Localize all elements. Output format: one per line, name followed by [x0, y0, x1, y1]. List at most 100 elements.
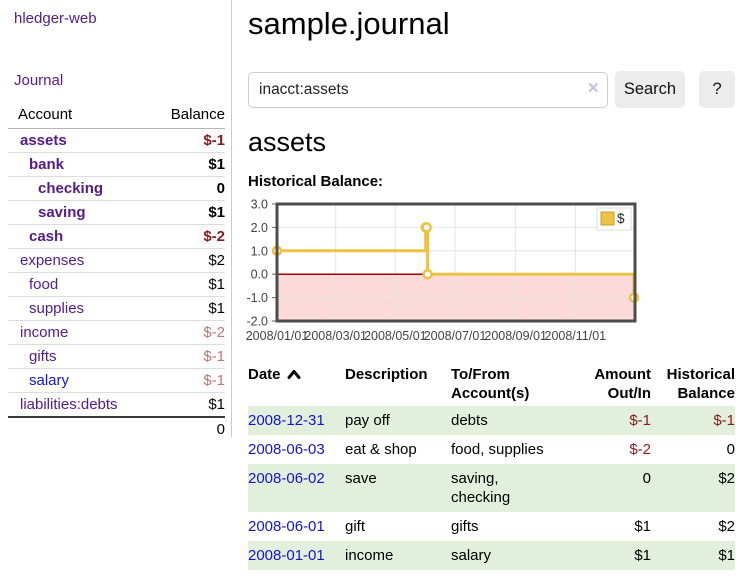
- account-balance: $-2: [153, 320, 225, 345]
- account-row: liabilities:debts $1: [8, 392, 225, 418]
- sort-asc-icon: [287, 370, 301, 379]
- account-link[interactable]: supplies: [29, 300, 85, 317]
- register-balance: $2: [718, 518, 735, 535]
- register-description: pay off: [345, 412, 390, 429]
- register-table: Date Description To/From Account(s) Amou…: [248, 362, 735, 570]
- account-link[interactable]: liabilities:debts: [20, 396, 118, 413]
- account-link[interactable]: assets: [20, 132, 67, 149]
- register-balance: 0: [726, 441, 735, 458]
- register-accounts: gifts: [451, 518, 479, 535]
- x-axis-tick-label: 2008/05/01: [364, 329, 427, 343]
- account-row: checking 0: [8, 176, 225, 201]
- accounts-col-balance: Balance: [153, 102, 225, 129]
- account-balance: 0: [153, 176, 225, 201]
- help-button[interactable]: ?: [699, 71, 735, 108]
- app-brand-link[interactable]: hledger-web: [14, 10, 97, 27]
- account-link[interactable]: cash: [29, 228, 64, 245]
- register-accounts: food, supplies: [451, 441, 544, 458]
- register-date-link[interactable]: 2008-06-03: [248, 441, 325, 458]
- register-col-balance: Historical Balance: [666, 366, 735, 402]
- register-date-link[interactable]: 2008-12-31: [248, 412, 325, 429]
- table-row: 2008-12-31 pay off debts $-1 $-1: [248, 406, 735, 435]
- legend-label: $: [617, 211, 625, 226]
- chart-heading: Historical Balance:: [248, 173, 384, 190]
- account-balance: $-1: [153, 344, 225, 369]
- account-link[interactable]: bank: [29, 156, 65, 173]
- register-balance: $1: [718, 547, 735, 564]
- register-amount: 0: [642, 470, 651, 487]
- table-row: 2008-06-02 save saving, checking 0 $2: [248, 464, 735, 512]
- account-balance: $-1: [153, 368, 225, 393]
- account-link[interactable]: income: [20, 324, 69, 341]
- register-balance: $2: [718, 470, 735, 487]
- account-row: cash $-2: [8, 224, 225, 249]
- account-balance: $1: [153, 296, 225, 321]
- accounts-total-value: 0: [216, 421, 225, 438]
- search-button[interactable]: Search: [614, 71, 686, 108]
- register-accounts: debts: [451, 412, 488, 429]
- register-date-link[interactable]: 2008-06-01: [248, 518, 325, 535]
- account-row: expenses $2: [8, 248, 225, 273]
- historical-balance-chart: $3.0 2.0 1.0 0.0 -1.0 -2.0 2008/01/01 2008/03/0…: [246, 198, 735, 344]
- register-amount: $-1: [629, 412, 651, 429]
- account-title: assets: [248, 127, 327, 157]
- register-description: gift: [345, 518, 366, 535]
- accounts-col-account: Account: [8, 102, 154, 129]
- account-link[interactable]: gifts: [29, 348, 57, 365]
- account-link[interactable]: food: [29, 276, 59, 293]
- register-amount: $1: [634, 518, 651, 535]
- register-accounts: salary: [451, 547, 492, 564]
- account-link[interactable]: checking: [38, 180, 104, 197]
- x-axis-tick-label: 2008/03/01: [304, 329, 367, 343]
- account-row: food $1: [8, 272, 225, 297]
- nav-journal-link[interactable]: Journal: [14, 72, 64, 89]
- plot-border: [275, 202, 637, 323]
- register-col-date[interactable]: Date: [248, 362, 345, 406]
- account-balance: $1: [153, 272, 225, 297]
- account-balance: $1: [153, 200, 225, 225]
- y-axis-tick-label: 3.0: [251, 198, 268, 212]
- account-row: income $-2: [8, 320, 225, 345]
- table-row: 2008-06-01 gift gifts $1 $2: [248, 512, 735, 541]
- register-amount: $1: [634, 547, 651, 564]
- account-row: supplies $1: [8, 296, 225, 321]
- register-col-description: Description: [345, 366, 428, 383]
- clear-search-icon[interactable]: ×: [587, 77, 599, 99]
- x-axis-tick-label: 2008/01/01: [246, 329, 309, 343]
- register-description: income: [345, 547, 394, 564]
- chart-legend: $: [596, 207, 632, 231]
- y-axis-tick-label: 0.0: [251, 268, 268, 282]
- account-row: gifts $-1: [8, 344, 225, 369]
- y-axis-tick-label: -1.0: [246, 291, 268, 305]
- register-col-accounts: To/From Account(s): [451, 366, 530, 402]
- data-point-marker: [421, 222, 432, 233]
- register-balance: $-1: [713, 412, 735, 429]
- account-balance: $-2: [153, 224, 225, 249]
- legend-swatch: [600, 211, 615, 226]
- x-axis-tick-label: 2008/11/01: [545, 329, 607, 343]
- register-accounts: saving, checking: [451, 470, 511, 506]
- register-date-link[interactable]: 2008-06-02: [248, 470, 325, 487]
- search-bar: × Search ?: [248, 71, 735, 108]
- search-input[interactable]: [248, 71, 608, 108]
- x-axis-tick-label: 2008/07/01: [424, 329, 487, 343]
- account-balance: $1: [153, 152, 225, 177]
- accounts-total-row: 0: [8, 417, 225, 441]
- register-header-row: Date Description To/From Account(s) Amou…: [248, 362, 735, 406]
- register-date-link[interactable]: 2008-01-01: [248, 547, 325, 564]
- search-box: ×: [248, 71, 608, 108]
- account-link[interactable]: salary: [29, 372, 70, 389]
- x-axis-tick-label: 2008/09/01: [484, 329, 547, 343]
- page-title: sample.journal: [248, 6, 450, 41]
- account-link[interactable]: expenses: [20, 252, 85, 269]
- table-row: 2008-06-03 eat & shop food, supplies $-2 0: [248, 435, 735, 464]
- main-content: sample.journal × Search ? assets Histori…: [246, 0, 735, 570]
- account-link[interactable]: saving: [38, 204, 86, 221]
- register-col-amount: Amount Out/In: [594, 366, 651, 402]
- register-description: eat & shop: [345, 441, 417, 458]
- account-row: assets $-1: [8, 128, 225, 153]
- data-point-marker: [422, 268, 433, 280]
- accounts-table: Account Balance assets $-1 bank $1 checking 0…: [8, 102, 225, 441]
- y-axis-tick-label: 2.0: [251, 221, 268, 235]
- sidebar: hledger-web Journal Account Balance asse…: [0, 0, 232, 438]
